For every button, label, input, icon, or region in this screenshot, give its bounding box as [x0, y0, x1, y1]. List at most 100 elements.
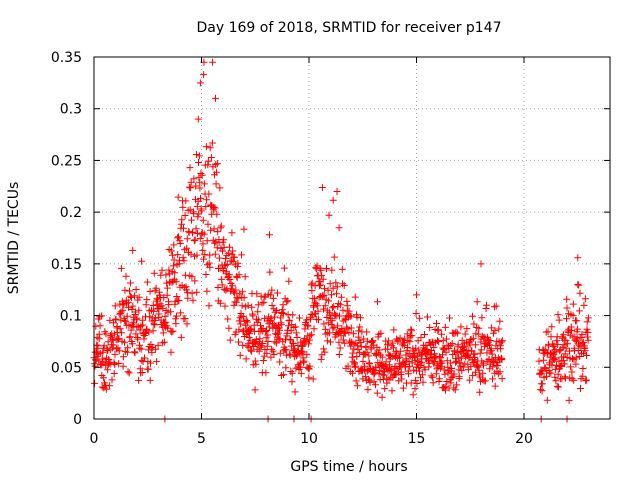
- data-point: [437, 362, 445, 370]
- data-point: [334, 322, 342, 330]
- data-point: [136, 344, 144, 352]
- data-point: [259, 357, 267, 364]
- data-point: [119, 306, 127, 314]
- data-point: [109, 341, 117, 349]
- data-point: [409, 391, 417, 399]
- data-point: [564, 340, 572, 348]
- data-point: [122, 272, 130, 280]
- data-point: [581, 347, 589, 355]
- data-point: [126, 333, 134, 341]
- data-point: [151, 321, 159, 329]
- data-point: [270, 351, 278, 358]
- data-point: [126, 279, 134, 287]
- data-point: [374, 298, 381, 306]
- data-point: [196, 184, 204, 192]
- data-point: [338, 265, 346, 273]
- data-point: [491, 382, 499, 390]
- data-point: [333, 188, 341, 195]
- data-point: [208, 139, 216, 147]
- data-point: [172, 320, 180, 328]
- data-point: [142, 329, 150, 337]
- data-point: [97, 361, 105, 369]
- data-point: [256, 343, 264, 351]
- data-point: [119, 353, 127, 361]
- data-point: [293, 334, 301, 341]
- y-tick-label: 0.3: [60, 102, 82, 118]
- data-point: [168, 328, 176, 336]
- data-point: [569, 355, 576, 363]
- data-point: [487, 347, 495, 355]
- data-point: [390, 326, 398, 334]
- data-point: [183, 244, 191, 252]
- data-point: [275, 335, 283, 343]
- data-point: [442, 348, 450, 356]
- data-point: [439, 351, 446, 359]
- data-point: [568, 368, 576, 376]
- data-point: [480, 361, 487, 369]
- data-point: [169, 251, 176, 259]
- data-point: [192, 151, 200, 158]
- data-point: [125, 369, 133, 377]
- data-point: [106, 382, 114, 390]
- data-point: [478, 314, 486, 322]
- data-point: [252, 360, 260, 368]
- data-point: [236, 314, 244, 322]
- data-point: [330, 323, 338, 331]
- data-point: [123, 299, 131, 307]
- y-tick-label: 0.35: [51, 50, 82, 66]
- data-point: [321, 348, 329, 356]
- data-point: [469, 334, 477, 342]
- data-point: [100, 374, 108, 382]
- data-point: [213, 160, 221, 168]
- data-point: [169, 327, 177, 335]
- data-point: [205, 190, 213, 198]
- data-point: [414, 337, 422, 345]
- data-point: [474, 363, 482, 371]
- data-point: [218, 281, 226, 289]
- data-point: [230, 253, 238, 261]
- data-point: [413, 291, 420, 299]
- data-point: [453, 381, 461, 389]
- data-point: [145, 328, 153, 336]
- data-point: [477, 346, 485, 354]
- data-point: [496, 368, 504, 376]
- data-point: [218, 275, 226, 283]
- data-point: [547, 333, 555, 341]
- data-point: [216, 299, 224, 307]
- data-point: [151, 314, 159, 322]
- data-point: [188, 289, 196, 297]
- data-point: [300, 357, 308, 365]
- data-point: [303, 316, 311, 324]
- x-axis-label: GPS time / hours: [290, 459, 407, 475]
- data-point: [203, 237, 211, 245]
- data-point: [277, 321, 285, 329]
- data-point: [116, 325, 124, 333]
- data-point: [285, 316, 293, 324]
- data-point: [381, 385, 389, 393]
- data-point: [194, 115, 202, 123]
- data-point: [336, 344, 344, 352]
- data-point: [331, 311, 339, 319]
- data-point: [215, 254, 223, 262]
- data-point: [206, 263, 214, 271]
- y-tick-label: 0: [73, 412, 82, 428]
- data-point: [132, 308, 139, 316]
- data-point: [303, 321, 311, 329]
- data-point: [495, 325, 503, 333]
- data-point: [547, 369, 555, 377]
- data-point: [298, 349, 306, 357]
- data-point: [321, 285, 328, 293]
- data-point: [177, 333, 185, 341]
- data-point: [320, 345, 328, 353]
- data-point: [302, 335, 310, 343]
- data-point: [211, 204, 219, 212]
- data-point: [497, 355, 505, 363]
- y-axis-label: SRMTID / TECUs: [6, 182, 22, 295]
- data-point: [472, 341, 480, 349]
- data-point: [191, 236, 199, 244]
- data-point: [407, 325, 415, 333]
- data-point: [226, 243, 233, 251]
- data-point: [187, 184, 195, 192]
- data-point: [285, 277, 293, 285]
- data-point: [287, 368, 295, 375]
